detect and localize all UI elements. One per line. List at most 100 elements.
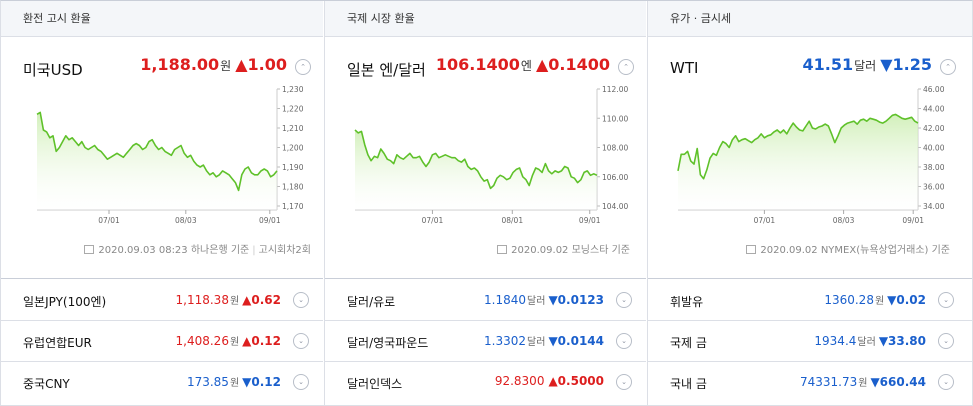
list-item[interactable]: 달러/유로 1.1840달러 ▼0.0123 ⌄	[325, 280, 646, 321]
x-tick-label: 07/01	[422, 216, 444, 225]
card-title: 일본 엔/달러	[347, 61, 426, 79]
rate-list: 달러/유로 1.1840달러 ▼0.0123 ⌄ 달러/영국파운드 1.3302달…	[325, 280, 646, 405]
row-name: 유럽연합EUR	[23, 336, 92, 350]
list-item[interactable]: 국제 금 1934.4달러 ▼33.80 ⌄	[648, 321, 972, 362]
row-unit: 원	[229, 296, 240, 307]
row-change: ▼0.02	[887, 293, 926, 307]
row-price: 1.1840	[484, 293, 527, 307]
x-tick-label: 07/01	[754, 216, 776, 225]
row-change: ▼0.12	[242, 375, 281, 389]
row-value: 1.3302달러 ▼0.0144	[484, 333, 604, 348]
row-name: 달러인덱스	[347, 377, 403, 391]
source-date: 2020.09.02	[511, 245, 569, 256]
chevron-up-icon[interactable]: ⌃	[295, 59, 311, 75]
row-change: ▼33.80	[878, 334, 926, 348]
rate-list: 일본JPY(100엔) 1,118.38원 ▲0.62 ⌄ 유럽연합EUR 1,4…	[1, 280, 323, 405]
x-tick-label: 08/03	[175, 216, 197, 225]
row-unit: 원	[858, 378, 868, 389]
y-tick-label: 104.00	[602, 202, 628, 211]
row-value: 1934.4달러 ▼33.80	[814, 333, 926, 348]
row-name: 중국CNY	[23, 377, 70, 391]
chevron-down-icon[interactable]: ⌄	[293, 292, 309, 308]
document-icon	[84, 245, 95, 254]
chevron-down-icon[interactable]: ⌄	[616, 374, 632, 390]
row-value: 92.8300 ▲0.5000	[495, 374, 604, 388]
source-name: NYMEX(뉴욕상업거래소) 기준	[820, 245, 950, 256]
column-oil-gold: 유가 · 금시세 WTI 41.51달러 ▼1.25 ⌃ 46.00 44.00 42…	[647, 1, 972, 405]
row-name: 달러/영국파운드	[347, 336, 429, 350]
y-tick-label: 1,170	[282, 202, 304, 211]
y-tick-label: 1,190	[282, 163, 304, 172]
row-unit: 달러	[857, 337, 876, 348]
source-separator: |	[252, 245, 256, 256]
list-item[interactable]: 달러인덱스 92.8300 ▲0.5000 ⌄	[325, 362, 646, 405]
price-change: ▼1.25	[880, 55, 932, 74]
list-item[interactable]: 휘발유 1360.28원 ▼0.02 ⌄	[648, 280, 972, 321]
x-tick-label: 09/01	[902, 216, 924, 225]
list-item[interactable]: 달러/영국파운드 1.3302달러 ▼0.0144 ⌄	[325, 321, 646, 362]
price-unit: 엔	[520, 59, 532, 73]
chevron-down-icon[interactable]: ⌄	[616, 333, 632, 349]
row-value: 1,118.38원 ▲0.62	[176, 292, 281, 307]
source-date: 2020.09.02	[760, 245, 818, 256]
row-value: 1.1840달러 ▼0.0123	[484, 292, 604, 307]
series-line	[354, 129, 598, 190]
series-line	[677, 113, 919, 180]
y-tick-label: 44.00	[923, 105, 945, 114]
main-card[interactable]: WTI 41.51달러 ▼1.25 ⌃ 46.00 44.00 42.00 40.00 3…	[648, 37, 972, 279]
column-exchange-rate: 환전 고시 환율 미국USD 1,188.00원 ▲1.00 ⌃ 1,230 1,2…	[1, 1, 323, 405]
chevron-up-icon[interactable]: ⌃	[940, 59, 956, 75]
y-tick-label: 1,230	[282, 85, 304, 94]
chevron-up-icon[interactable]: ⌃	[618, 59, 634, 75]
x-tick-label: 08/03	[833, 216, 855, 225]
row-change: ▼0.0144	[548, 334, 604, 348]
chevron-down-icon[interactable]: ⌄	[938, 374, 954, 390]
source-name: 모닝스타 기준	[571, 245, 630, 256]
source-date: 2020.09.03 08:23	[98, 245, 188, 256]
row-name: 일본JPY(100엔)	[23, 295, 107, 309]
price-change: ▲1.00	[235, 55, 287, 74]
chevron-down-icon[interactable]: ⌄	[938, 292, 954, 308]
y-tick-label: 34.00	[923, 202, 945, 211]
price-value: 106.1400	[435, 55, 520, 74]
list-item[interactable]: 중국CNY 173.85원 ▼0.12 ⌄	[1, 362, 323, 405]
y-tick-label: 108.00	[602, 144, 628, 153]
row-unit: 원	[229, 337, 240, 348]
main-card[interactable]: 미국USD 1,188.00원 ▲1.00 ⌃ 1,230 1,220 1,210 1,…	[1, 37, 323, 279]
chevron-down-icon[interactable]: ⌄	[293, 374, 309, 390]
row-price: 1,118.38	[175, 293, 229, 307]
x-tick-label: 09/01	[579, 216, 601, 225]
row-name: 국내 금	[670, 377, 707, 391]
price-unit: 원	[220, 59, 232, 73]
card-title: WTI	[670, 59, 699, 77]
y-tick-label: 36.00	[923, 183, 945, 192]
y-tick-label: 106.00	[602, 173, 628, 182]
chevron-down-icon[interactable]: ⌄	[938, 333, 954, 349]
row-change: ▲0.62	[242, 293, 281, 307]
document-icon	[497, 245, 508, 254]
row-value: 173.85원 ▼0.12	[187, 374, 281, 389]
row-price: 1934.4	[814, 334, 857, 348]
row-unit: 원	[874, 296, 885, 307]
list-item[interactable]: 국내 금 74331.73원 ▼660.44 ⌄	[648, 362, 972, 405]
chevron-down-icon[interactable]: ⌄	[616, 292, 632, 308]
price-change: ▲0.1400	[535, 55, 610, 74]
x-tick-label: 07/01	[98, 216, 120, 225]
row-change: ▼660.44	[870, 375, 926, 389]
series-area	[678, 114, 918, 210]
source-extra: 고시회차2회	[258, 245, 311, 256]
main-card[interactable]: 일본 엔/달러 106.1400엔 ▲0.1400 ⌃ 112.00 110.00 1…	[325, 37, 646, 279]
y-tick-label: 46.00	[923, 85, 945, 94]
price-chart: 1,230 1,220 1,210 1,200 1,190 1,180 1,170 07/01…	[36, 85, 304, 225]
row-change: ▲0.12	[242, 334, 281, 348]
row-price: 1.3302	[484, 334, 527, 348]
chevron-down-icon[interactable]: ⌄	[293, 333, 309, 349]
series-line	[36, 111, 278, 192]
list-item[interactable]: 유럽연합EUR 1,408.26원 ▲0.12 ⌄	[1, 321, 323, 362]
column-header: 유가 · 금시세	[648, 1, 972, 37]
list-item[interactable]: 일본JPY(100엔) 1,118.38원 ▲0.62 ⌄	[1, 280, 323, 321]
card-title: 미국USD	[23, 61, 83, 79]
rate-list: 휘발유 1360.28원 ▼0.02 ⌄ 국제 금 1934.4달러 ▼33.80 …	[648, 280, 972, 405]
y-tick-label: 112.00	[602, 85, 628, 94]
